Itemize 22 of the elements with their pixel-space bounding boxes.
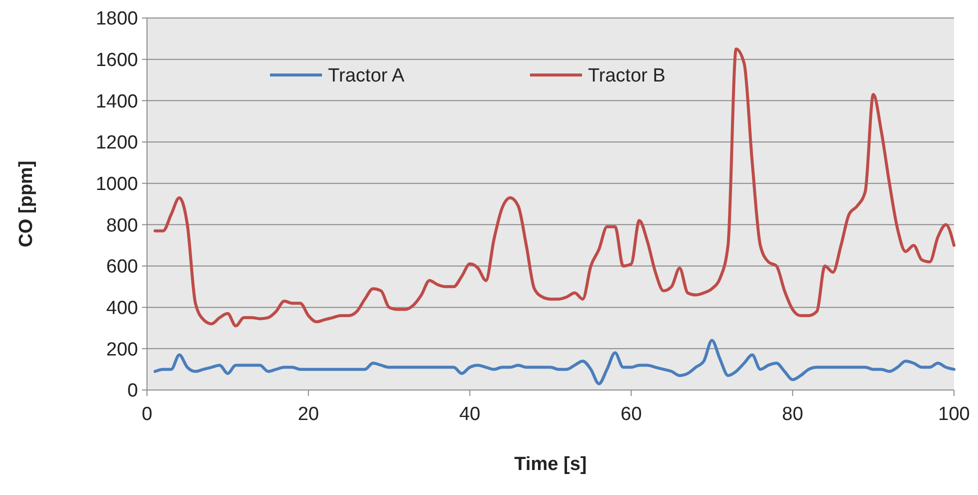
y-tick-label: 0 [127,380,138,402]
y-tick-label: 1800 [96,8,138,30]
line-series [154,48,956,328]
y-tick-label: 1200 [96,132,138,154]
y-tick-label: 200 [106,339,138,360]
legend-label: Tractor B [588,66,666,87]
x-tick-label: 0 [142,404,152,425]
y-tick-label: 600 [106,256,138,278]
y-tick-label: 1400 [96,91,138,112]
y-tick-label: 1600 [96,50,138,71]
x-tick-label: 20 [298,404,319,425]
x-tick-label: 80 [782,404,804,425]
y-tick-label: 1000 [96,174,138,195]
legend-label: Tractor A [328,66,405,87]
line-series [154,338,956,386]
x-tick-label: 40 [459,404,480,425]
x-axis-title: Time [s] [514,454,587,475]
y-tick-label: 800 [106,215,138,236]
x-tick-label: 100 [938,404,970,425]
y-tick-label: 400 [106,298,138,319]
x-tick-label: 60 [620,404,642,425]
y-axis-title: CO [ppm] [16,160,37,248]
